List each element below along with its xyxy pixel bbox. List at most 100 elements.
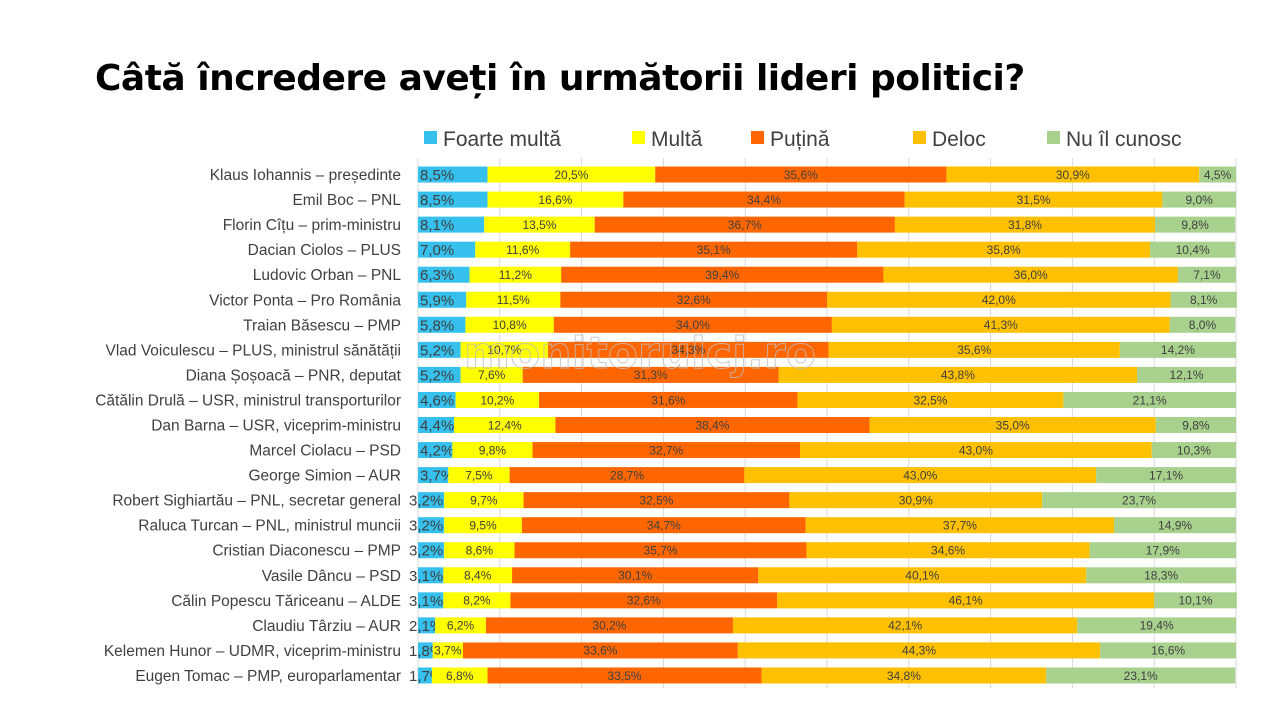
- bar-segment: [418, 366, 461, 383]
- data-label: 39,4%: [705, 268, 739, 282]
- data-label: 3,7%: [420, 468, 454, 485]
- bar-segment: [466, 291, 561, 308]
- category-label: Călin Popescu Tăriceanu – ALDE: [171, 593, 401, 610]
- data-label: 13,5%: [522, 218, 556, 232]
- data-label: 32,5%: [913, 393, 947, 407]
- bar-segment: [448, 467, 510, 484]
- data-label: 12,4%: [488, 418, 522, 432]
- data-label: 33,6%: [583, 644, 617, 658]
- bar-segment: [465, 316, 554, 333]
- bar-segment: [487, 166, 656, 183]
- bar-segment: [418, 291, 467, 308]
- bar-segment: [805, 517, 1115, 534]
- data-label: 14,9%: [1158, 518, 1192, 532]
- legend-label: Multă: [651, 128, 703, 151]
- data-label: 8,5%: [420, 192, 454, 209]
- data-label: 36,7%: [728, 218, 762, 232]
- bar-segment: [778, 366, 1138, 383]
- data-label: 8,6%: [466, 544, 494, 558]
- bar-segment: [469, 266, 562, 283]
- data-label: 16,6%: [1151, 644, 1185, 658]
- data-label: 11,6%: [506, 243, 539, 257]
- bar-segment: [894, 216, 1156, 233]
- bar-segment: [828, 341, 1120, 358]
- bar-segment: [1162, 191, 1236, 208]
- bar-segment: [418, 642, 433, 659]
- data-label: 9,0%: [1186, 193, 1214, 207]
- data-label: 30,9%: [1056, 168, 1090, 182]
- data-label: 17,1%: [1149, 468, 1183, 482]
- bar-segment: [904, 191, 1163, 208]
- bar-segment: [1154, 592, 1237, 609]
- bar-segment: [1077, 617, 1236, 634]
- bar-segment: [460, 341, 549, 358]
- data-label: 9,8%: [1181, 218, 1209, 232]
- data-label: 34,8%: [887, 669, 921, 683]
- legend-swatch: [632, 131, 645, 144]
- data-label: 42,0%: [982, 293, 1016, 307]
- data-label: 46,1%: [949, 594, 983, 608]
- bar-segment: [1046, 667, 1236, 684]
- bar-segment: [532, 442, 801, 459]
- bar-segment: [418, 191, 488, 208]
- data-label: 8,2%: [463, 594, 491, 608]
- bar-segment: [1114, 517, 1236, 534]
- data-label: 43,0%: [903, 468, 937, 482]
- category-label: Vasile Dâncu – PSD: [262, 568, 401, 585]
- bar-segment: [523, 492, 790, 509]
- legend-swatch: [1047, 131, 1060, 144]
- bar-segment: [521, 517, 806, 534]
- data-label: 44,3%: [902, 644, 936, 658]
- data-label: 23,7%: [1122, 493, 1156, 507]
- bar-segment: [1155, 216, 1236, 233]
- data-label: 18,3%: [1144, 569, 1178, 583]
- data-label: 16,6%: [538, 193, 572, 207]
- bar-segment: [418, 316, 466, 333]
- data-label: 7,1%: [1193, 268, 1221, 282]
- data-label: 35,6%: [784, 168, 818, 182]
- data-label: 34,3%: [671, 343, 705, 357]
- data-label: 37,7%: [943, 518, 977, 532]
- bar-segment: [539, 391, 798, 408]
- category-label: Florin Cîțu – prim-ministru: [223, 217, 401, 234]
- bar-segment: [418, 166, 488, 183]
- data-label: 2,1%: [409, 618, 443, 635]
- bar-segment: [1096, 467, 1236, 484]
- bar-segment: [1169, 316, 1236, 333]
- bar-segment: [761, 667, 1047, 684]
- bar-segment: [431, 667, 488, 684]
- data-label: 34,0%: [676, 318, 710, 332]
- legend-swatch: [913, 131, 926, 144]
- category-label: Emil Boc – PNL: [292, 192, 401, 209]
- bar-segment: [443, 567, 513, 584]
- bar-segment: [1177, 266, 1236, 283]
- data-label: 10,2%: [480, 393, 514, 407]
- bar-segment: [418, 216, 485, 233]
- data-label: 5,8%: [420, 317, 454, 334]
- data-label: 43,8%: [941, 368, 975, 382]
- data-label: 17,9%: [1146, 544, 1180, 558]
- bar-segment: [509, 467, 745, 484]
- data-label: 6,8%: [446, 669, 474, 683]
- data-label: 34,6%: [931, 544, 965, 558]
- bar-segment: [1199, 166, 1236, 183]
- bar-segment: [418, 592, 444, 609]
- category-label: Traian Băsescu – PMP: [243, 317, 401, 334]
- bar-segment: [561, 266, 884, 283]
- data-label: 9,8%: [479, 443, 507, 457]
- bar-segment: [512, 567, 759, 584]
- bar-segment: [555, 417, 870, 433]
- bar-segment: [1119, 341, 1236, 358]
- category-label: Raluca Turcan – PNL, ministrul muncii: [138, 518, 401, 535]
- data-label: 41,3%: [984, 318, 1018, 332]
- bar-segment: [455, 391, 540, 408]
- bar-segment: [1137, 366, 1236, 383]
- bar-segment: [444, 517, 522, 534]
- bar-segment: [758, 567, 1087, 584]
- data-label: 31,3%: [634, 368, 668, 382]
- bar-segment: [1155, 417, 1236, 433]
- bar-segment: [418, 492, 445, 509]
- legend-label: Puțină: [770, 128, 830, 151]
- category-label: Klaus Iohannis – președinte: [210, 167, 401, 184]
